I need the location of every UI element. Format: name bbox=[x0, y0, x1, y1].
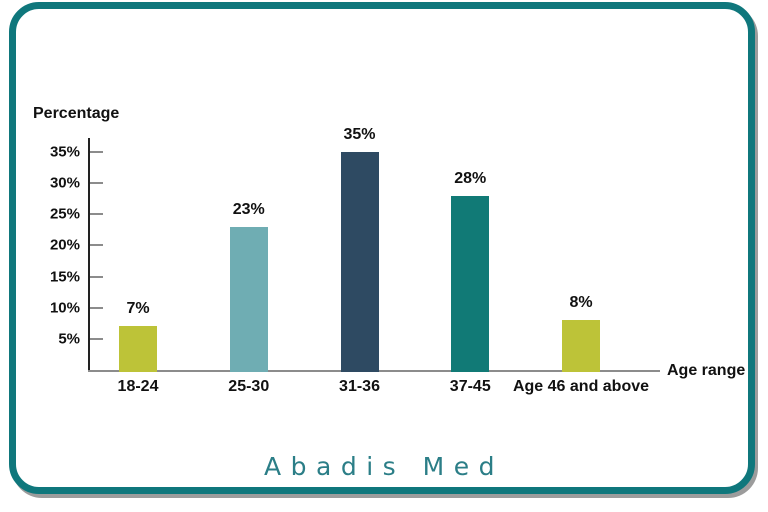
bar-value-label: 28% bbox=[454, 170, 487, 187]
y-tick-label: 15% bbox=[49, 268, 80, 286]
y-tick-mark bbox=[90, 275, 103, 278]
x-tick-label: 18-24 bbox=[117, 378, 159, 395]
y-axis-line bbox=[88, 138, 90, 372]
bar-value-label: 8% bbox=[569, 294, 593, 311]
y-tick-label: 10% bbox=[49, 299, 80, 317]
brand-wordmark: Abadis Med bbox=[264, 452, 504, 481]
y-tick-label: 25% bbox=[49, 205, 80, 223]
x-tick-label: 25-30 bbox=[228, 378, 270, 395]
y-tick-label: 35% bbox=[49, 143, 80, 161]
y-tick-mark bbox=[90, 182, 103, 185]
x-tick-label: Age 46 and above bbox=[512, 378, 650, 395]
bar-value-label: 35% bbox=[343, 126, 376, 143]
bar-Age 46 and above bbox=[562, 320, 600, 372]
bar-value-label: 23% bbox=[232, 201, 265, 218]
y-tick-label: 5% bbox=[58, 330, 80, 348]
x-tick-label: 37-45 bbox=[449, 378, 491, 395]
x-tick-label: 31-36 bbox=[339, 378, 380, 395]
y-tick-mark bbox=[90, 337, 103, 340]
bar-value-label: 7% bbox=[126, 300, 150, 317]
chart-card bbox=[9, 2, 755, 494]
y-tick-mark bbox=[90, 306, 103, 309]
y-tick-mark bbox=[90, 213, 103, 216]
x-axis-title: Age range bbox=[667, 362, 746, 379]
y-tick-mark bbox=[90, 150, 103, 153]
bar-25-30 bbox=[229, 227, 268, 372]
bar-18-24 bbox=[119, 326, 157, 372]
y-tick-label: 20% bbox=[49, 236, 80, 254]
y-axis-title: Percentage bbox=[33, 105, 120, 122]
y-tick-label: 30% bbox=[49, 174, 80, 192]
y-tick-mark bbox=[90, 244, 103, 247]
bar-37-45 bbox=[451, 196, 490, 372]
bar-31-36 bbox=[340, 152, 379, 372]
